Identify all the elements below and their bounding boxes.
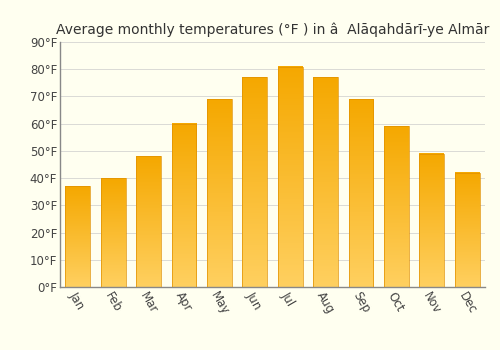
Bar	[207, 99, 232, 287]
Bar	[384, 126, 409, 287]
Bar	[242, 77, 267, 287]
Bar	[313, 77, 338, 287]
Bar	[172, 124, 196, 287]
Bar	[455, 173, 479, 287]
Bar	[420, 154, 444, 287]
Bar	[66, 186, 90, 287]
Bar	[348, 99, 374, 287]
Title: Average monthly temperatures (°F ) in â  Alāqahdārī-ye Almār: Average monthly temperatures (°F ) in â …	[56, 22, 489, 37]
Bar	[278, 66, 302, 287]
Bar	[100, 178, 126, 287]
Bar	[136, 156, 161, 287]
